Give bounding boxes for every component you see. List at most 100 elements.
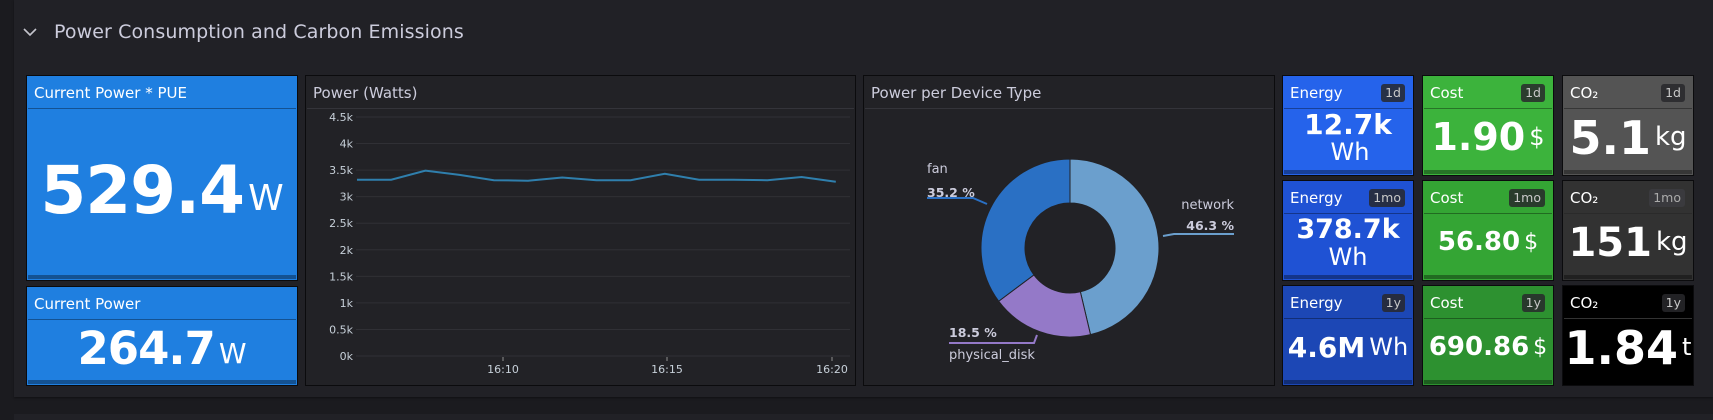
panel-header: Current Power bbox=[28, 288, 296, 320]
panel-header: Energy 1y bbox=[1284, 287, 1412, 319]
panel-header: Energy 1mo bbox=[1284, 182, 1412, 214]
stat-value: 5.1 kg bbox=[1564, 110, 1692, 166]
stat-number: 264.7 bbox=[77, 321, 215, 375]
label-connector bbox=[949, 334, 1038, 344]
time-range-badge: 1mo bbox=[1369, 188, 1405, 207]
energy-1d-panel[interactable]: Energy 1d 12.7k Wh bbox=[1282, 75, 1414, 176]
slice-percent: 35.2 % bbox=[927, 185, 975, 200]
panel-header: Cost 1y bbox=[1424, 287, 1552, 319]
power-line-chart[interactable]: 0k 0.5k 1k 1.5k 2k 2.5k 3k 3.5k 4k 4.5k 16:10 16:15… bbox=[306, 76, 856, 386]
slice-label: physical_disk bbox=[949, 348, 1035, 363]
current-power-pue-panel[interactable]: Current Power * PUE 529.4 W bbox=[26, 75, 298, 281]
y-tick-label: 0.5k bbox=[329, 323, 353, 336]
panel-title: Cost bbox=[1430, 188, 1464, 207]
stat-unit: kg bbox=[1655, 227, 1688, 258]
stat-number: 378.7k bbox=[1296, 214, 1400, 246]
cost-1d-panel[interactable]: Cost 1d 1.90 $ bbox=[1422, 75, 1554, 176]
panel-title: Energy bbox=[1290, 293, 1343, 312]
stat-value: 56.80 $ bbox=[1424, 215, 1552, 271]
stat-number: 5.1 bbox=[1569, 110, 1651, 165]
stat-unit: t bbox=[1682, 333, 1692, 362]
co2-1d-panel[interactable]: CO₂ 1d 5.1 kg bbox=[1562, 75, 1694, 176]
y-tick-label: 1.5k bbox=[329, 270, 353, 283]
stat-unit: $ bbox=[1529, 123, 1545, 152]
slice-percent: 46.3 % bbox=[1186, 218, 1234, 233]
stat-value: 1.90 $ bbox=[1424, 110, 1552, 166]
co2-1y-panel[interactable]: CO₂ 1y 1.84 t bbox=[1562, 285, 1694, 386]
panel-body: CO₂ 1d 5.1 kg bbox=[1564, 77, 1692, 174]
stat-unit: W bbox=[218, 336, 247, 370]
panel-header: Current Power * PUE bbox=[28, 77, 296, 109]
time-range-badge: 1y bbox=[1661, 293, 1685, 312]
stat-unit: W bbox=[248, 177, 284, 219]
row-title: Power Consumption and Carbon Emissions bbox=[54, 21, 464, 43]
panel-body: Energy 1d 12.7k Wh bbox=[1284, 77, 1412, 174]
stat-value: 4.6M Wh bbox=[1284, 320, 1412, 376]
time-range-badge: 1mo bbox=[1509, 188, 1545, 207]
energy-1mo-panel[interactable]: Energy 1mo 378.7k Wh bbox=[1282, 180, 1414, 281]
panel-body: Power (Watts) bbox=[307, 77, 854, 384]
power-watts-panel[interactable]: Power (Watts) 0k 0.5k 1k 1.5k 2k 2.5k 3k 3.5k 4k… bbox=[305, 75, 856, 386]
stat-number: 1.84 bbox=[1564, 320, 1679, 375]
panel-body: Current Power 264.7 W bbox=[28, 288, 296, 384]
panel-body: Power per Device Type bbox=[865, 77, 1273, 384]
stat-number: 1.90 bbox=[1431, 115, 1526, 160]
power-per-device-panel[interactable]: Power per Device Type network 46.3 % physi… bbox=[863, 75, 1275, 386]
y-tick-label: 4k bbox=[340, 138, 354, 151]
stat-number: 56.80 bbox=[1437, 227, 1521, 258]
cost-1mo-panel[interactable]: Cost 1mo 56.80 $ bbox=[1422, 180, 1554, 281]
panel-title: CO₂ bbox=[1570, 293, 1599, 312]
stat-unit: Wh bbox=[1328, 242, 1368, 271]
stat-unit: Wh bbox=[1369, 333, 1409, 362]
co2-1mo-panel[interactable]: CO₂ 1mo 151 kg bbox=[1562, 180, 1694, 281]
time-range-badge: 1y bbox=[1521, 293, 1545, 312]
panel-title: Current Power bbox=[34, 294, 141, 313]
chevron-down-icon[interactable] bbox=[22, 24, 38, 40]
stat-unit: $ bbox=[1524, 230, 1539, 256]
panel-header: Power (Watts) bbox=[307, 77, 854, 109]
time-range-badge: 1d bbox=[1661, 83, 1685, 102]
panel-body: Energy 1mo 378.7k Wh bbox=[1284, 182, 1412, 279]
stat-value: 151 kg bbox=[1564, 215, 1692, 271]
panel-body: Cost 1y 690.86 $ bbox=[1424, 287, 1552, 384]
panel-header: Cost 1d bbox=[1424, 77, 1552, 109]
donut-slice-network[interactable] bbox=[1069, 158, 1160, 336]
panel-title: Current Power * PUE bbox=[34, 83, 187, 102]
panel-title: Cost bbox=[1430, 293, 1464, 312]
label-connector bbox=[927, 197, 988, 205]
cost-1y-panel[interactable]: Cost 1y 690.86 $ bbox=[1422, 285, 1554, 386]
stat-unit: Wh bbox=[1330, 138, 1370, 167]
row-collapse-toggle[interactable]: Power Consumption and Carbon Emissions bbox=[22, 16, 464, 48]
time-range-badge: 1d bbox=[1521, 83, 1545, 102]
y-tick-label: 4.5k bbox=[329, 111, 353, 124]
stat-unit: $ bbox=[1533, 335, 1548, 361]
energy-1y-panel[interactable]: Energy 1y 4.6M Wh bbox=[1282, 285, 1414, 386]
panel-header: CO₂ 1mo bbox=[1564, 182, 1692, 214]
y-tick-label: 3.5k bbox=[329, 164, 353, 177]
y-tick-label: 1k bbox=[340, 297, 354, 310]
power-series-line[interactable] bbox=[357, 169, 836, 183]
next-dashboard-row bbox=[14, 414, 1713, 420]
panel-title: CO₂ bbox=[1570, 188, 1599, 207]
current-power-panel[interactable]: Current Power 264.7 W bbox=[26, 286, 298, 386]
panel-header: Cost 1mo bbox=[1424, 182, 1552, 214]
donut-slice-fan[interactable] bbox=[980, 158, 1071, 302]
stat-unit: kg bbox=[1654, 122, 1687, 153]
time-range-badge: 1d bbox=[1381, 83, 1405, 102]
stat-value: 1.84 t bbox=[1564, 320, 1692, 376]
panel-title: Power (Watts) bbox=[313, 83, 418, 102]
stat-value: 12.7k Wh bbox=[1284, 110, 1412, 166]
x-tick-label: 16:15 bbox=[651, 363, 683, 376]
stat-number: 4.6M bbox=[1287, 331, 1366, 365]
panel-header: Energy 1d bbox=[1284, 77, 1412, 109]
time-range-badge: 1mo bbox=[1649, 188, 1685, 207]
stat-value: 378.7k Wh bbox=[1284, 215, 1412, 271]
stat-number: 529.4 bbox=[40, 151, 245, 229]
panel-body: Cost 1d 1.90 $ bbox=[1424, 77, 1552, 174]
stat-value: 529.4 W bbox=[28, 110, 296, 271]
device-donut-chart[interactable]: network 46.3 % physical_disk 18.5 % fan 35.2 … bbox=[864, 76, 1275, 386]
stat-number: 12.7k bbox=[1304, 108, 1392, 142]
panel-title: Cost bbox=[1430, 83, 1464, 102]
panel-body: CO₂ 1mo 151 kg bbox=[1564, 182, 1692, 279]
panel-body: Energy 1y 4.6M Wh bbox=[1284, 287, 1412, 384]
